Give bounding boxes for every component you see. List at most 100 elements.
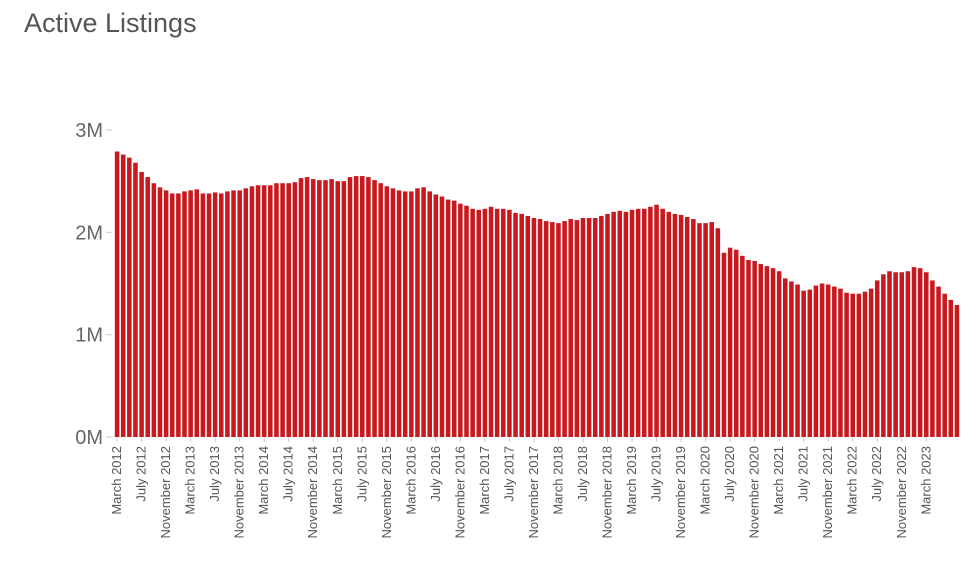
bar[interactable] bbox=[776, 271, 782, 437]
bar[interactable] bbox=[813, 285, 819, 437]
bar[interactable] bbox=[789, 281, 794, 437]
bar[interactable] bbox=[684, 216, 690, 437]
bar[interactable] bbox=[605, 213, 610, 437]
bar[interactable] bbox=[310, 179, 316, 437]
bar[interactable] bbox=[905, 271, 911, 437]
bar[interactable] bbox=[157, 187, 163, 437]
bar[interactable] bbox=[396, 190, 402, 437]
bar[interactable] bbox=[715, 228, 721, 437]
bar[interactable] bbox=[899, 272, 905, 437]
bar[interactable] bbox=[488, 206, 494, 437]
bar[interactable] bbox=[703, 223, 708, 437]
bar[interactable] bbox=[194, 189, 200, 437]
bar[interactable] bbox=[286, 183, 291, 437]
bar[interactable] bbox=[169, 193, 175, 437]
bar[interactable] bbox=[366, 177, 371, 437]
bar[interactable] bbox=[445, 199, 451, 437]
bar[interactable] bbox=[421, 187, 426, 437]
bar[interactable] bbox=[574, 220, 580, 437]
bar[interactable] bbox=[746, 259, 751, 437]
bar[interactable] bbox=[482, 208, 488, 437]
bar[interactable] bbox=[464, 205, 469, 437]
bar[interactable] bbox=[519, 213, 524, 437]
bar[interactable] bbox=[323, 180, 328, 437]
bar[interactable] bbox=[476, 209, 482, 437]
bar[interactable] bbox=[838, 288, 843, 437]
bar[interactable] bbox=[163, 190, 169, 437]
bar[interactable] bbox=[599, 215, 604, 437]
bar[interactable] bbox=[114, 151, 120, 438]
bar[interactable] bbox=[470, 208, 475, 437]
bar[interactable] bbox=[783, 278, 788, 437]
bar[interactable] bbox=[672, 213, 678, 437]
bar[interactable] bbox=[274, 183, 279, 437]
bar[interactable] bbox=[825, 284, 831, 437]
bar[interactable] bbox=[439, 196, 445, 437]
bar[interactable] bbox=[145, 177, 150, 437]
bar[interactable] bbox=[176, 193, 181, 437]
bar[interactable] bbox=[936, 286, 941, 437]
bar[interactable] bbox=[758, 264, 764, 437]
bar[interactable] bbox=[862, 291, 868, 437]
bar[interactable] bbox=[188, 190, 193, 437]
bar[interactable] bbox=[415, 188, 420, 437]
bar[interactable] bbox=[139, 171, 144, 437]
bar[interactable] bbox=[390, 188, 396, 437]
bar[interactable] bbox=[249, 186, 255, 437]
bar[interactable] bbox=[409, 191, 414, 437]
bar[interactable] bbox=[133, 162, 138, 437]
bar[interactable] bbox=[648, 206, 653, 437]
bar[interactable] bbox=[568, 219, 573, 437]
bar[interactable] bbox=[206, 193, 212, 437]
bar[interactable] bbox=[874, 280, 880, 437]
bar[interactable] bbox=[304, 177, 310, 437]
bar[interactable] bbox=[543, 221, 549, 437]
bar[interactable] bbox=[642, 208, 647, 437]
bar[interactable] bbox=[494, 208, 500, 437]
bar[interactable] bbox=[458, 203, 463, 437]
bar[interactable] bbox=[507, 209, 512, 437]
bar[interactable] bbox=[451, 200, 457, 437]
bar[interactable] bbox=[733, 249, 739, 437]
bar[interactable] bbox=[255, 185, 261, 437]
bar[interactable] bbox=[372, 180, 377, 437]
bar[interactable] bbox=[353, 176, 359, 438]
bar[interactable] bbox=[629, 209, 635, 437]
bar[interactable] bbox=[335, 181, 341, 437]
bar[interactable] bbox=[844, 292, 849, 437]
bar[interactable] bbox=[427, 191, 432, 437]
bar[interactable] bbox=[819, 283, 825, 438]
bar[interactable] bbox=[709, 222, 714, 437]
bar[interactable] bbox=[893, 272, 898, 437]
bar[interactable] bbox=[237, 190, 242, 437]
bar[interactable] bbox=[182, 191, 187, 437]
bar[interactable] bbox=[513, 212, 518, 437]
bar[interactable] bbox=[911, 267, 917, 437]
bar[interactable] bbox=[537, 219, 543, 437]
bar[interactable] bbox=[347, 177, 353, 437]
bar[interactable] bbox=[856, 293, 862, 437]
bar[interactable] bbox=[868, 288, 874, 437]
bar[interactable] bbox=[948, 299, 954, 437]
bar[interactable] bbox=[617, 210, 623, 437]
bar[interactable] bbox=[580, 218, 586, 437]
bar[interactable] bbox=[268, 185, 273, 437]
bar[interactable] bbox=[556, 223, 561, 437]
bar[interactable] bbox=[562, 221, 567, 437]
bar[interactable] bbox=[402, 191, 408, 437]
bar[interactable] bbox=[317, 180, 322, 437]
bar[interactable] bbox=[611, 211, 616, 437]
bar[interactable] bbox=[807, 289, 813, 437]
bar[interactable] bbox=[225, 191, 230, 437]
bar[interactable] bbox=[930, 280, 935, 437]
bar[interactable] bbox=[881, 274, 886, 437]
bar[interactable] bbox=[329, 179, 334, 437]
bar[interactable] bbox=[219, 193, 224, 437]
bar[interactable] bbox=[433, 194, 439, 437]
bar[interactable] bbox=[341, 181, 347, 437]
bar[interactable] bbox=[850, 293, 855, 437]
bar[interactable] bbox=[795, 284, 800, 437]
bar[interactable] bbox=[280, 183, 285, 437]
bar[interactable] bbox=[887, 271, 892, 437]
bar[interactable] bbox=[635, 208, 641, 437]
